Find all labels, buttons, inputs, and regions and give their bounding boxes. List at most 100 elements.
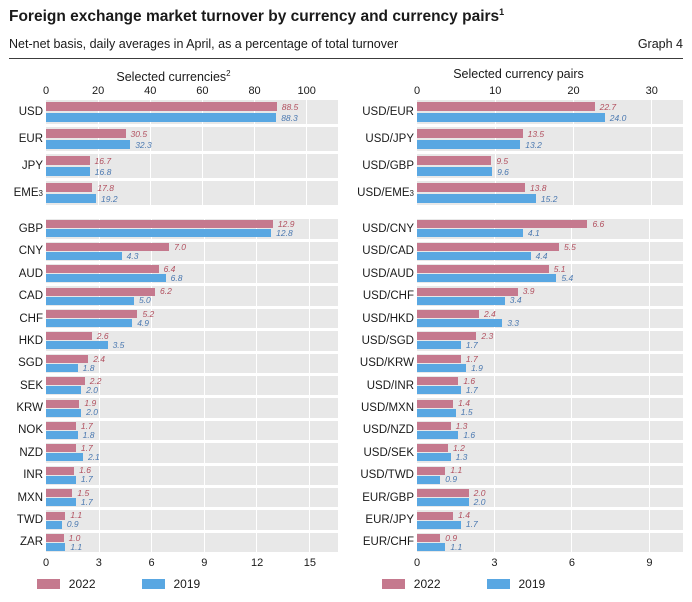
bar-line-2022: 13.5 xyxy=(417,129,683,139)
category-label: CHF xyxy=(19,312,43,325)
category-label: TWD xyxy=(16,514,43,527)
bar-band: 16.7 16.8 xyxy=(46,154,338,179)
bar-line-2019: 24.0 xyxy=(417,113,683,123)
category-label: USD/MXN xyxy=(360,402,414,415)
category-label: NOK xyxy=(18,424,43,437)
bar-band: 1.3 1.6 xyxy=(417,420,683,441)
bar-2022-NZD xyxy=(46,444,76,453)
bar-row-SEK: SEK 2.2 2.0 xyxy=(9,374,338,396)
bar-line-2022: 16.7 xyxy=(46,156,338,166)
bar-row-USD-NZD: USD/NZD 1.3 1.6 xyxy=(354,419,683,441)
bar-line-2022: 6.4 xyxy=(46,265,338,274)
x-axis-bottom: 0 3 6 9 xyxy=(414,554,683,569)
value-label-2019: 2.1 xyxy=(87,452,100,463)
bar-line-2022: 1.4 xyxy=(417,399,683,408)
value-label-2019: 2.0 xyxy=(86,407,98,418)
bar-line-2022: 2.2 xyxy=(46,377,338,386)
bar-row-CNY: CNY 7.0 4.3 xyxy=(9,240,338,262)
bar-line-2022: 1.9 xyxy=(46,399,338,408)
bar-2022-NOK xyxy=(46,421,76,430)
bar-2019-USD-CAD xyxy=(417,251,531,260)
bar-line-2022: 1.7 xyxy=(46,444,338,453)
bar-band: 2.0 2.0 xyxy=(417,487,683,508)
value-label-2022: 3.9 xyxy=(522,286,535,297)
bar-line-2019: 1.7 xyxy=(46,475,338,484)
value-label-2022: 1.1 xyxy=(450,465,463,476)
bar-band: 1.5 1.7 xyxy=(46,487,338,508)
bar-row-USD-INR: USD/INR 1.6 1.7 xyxy=(354,374,683,396)
x-axis-top: 0 20 40 60 80 100 xyxy=(43,84,338,99)
bar-row-USD-CAD: USD/CAD 5.5 4.4 xyxy=(354,240,683,262)
bar-line-2022: 3.9 xyxy=(417,286,683,297)
legend-swatch-2019 xyxy=(486,578,510,589)
bar-line-2022: 1.4 xyxy=(417,510,683,521)
value-label-2019: 0.9 xyxy=(66,519,79,530)
value-label-2019: 2.0 xyxy=(473,496,486,507)
value-label-2019: 1.5 xyxy=(460,407,473,418)
bar-row-EUR: EUR 30.5 32.3 xyxy=(9,126,338,153)
bar-row-USD-JPY: USD/JPY 13.5 13.2 xyxy=(354,126,683,153)
bar-2022-USD-SEK xyxy=(417,444,448,453)
bar-2019-AUD xyxy=(46,274,166,283)
bar-line-2022: 2.6 xyxy=(46,332,338,341)
bar-line-2022: 2.0 xyxy=(417,489,683,498)
bar-2019-TWD xyxy=(46,520,62,529)
category-label: EME 3 xyxy=(13,187,43,200)
value-label-2022: 1.4 xyxy=(458,510,470,521)
bar-band: 13.5 13.2 xyxy=(417,127,683,152)
bar-row-EUR-CHF: EUR/CHF 0.9 1.1 xyxy=(354,531,683,553)
bar-row-USD-TWD: USD/TWD 1.1 0.9 xyxy=(354,464,683,486)
value-label-2019: 3.3 xyxy=(507,317,520,328)
bar-row-USD-SGD: USD/SGD 2.3 1.7 xyxy=(354,330,683,352)
bar-2022-USD-CNY xyxy=(417,220,588,229)
bar-line-2022: 22.7 xyxy=(417,102,683,112)
bar-row-HKD: HKD 2.6 3.5 xyxy=(9,330,338,352)
bar-line-2022: 2.4 xyxy=(417,310,683,318)
bar-2022-EUR-GBP xyxy=(417,489,469,498)
category-label: JPY xyxy=(21,160,43,173)
bar-band: 2.2 2.0 xyxy=(46,375,338,396)
subtitle: Net-net basis, daily averages in April, … xyxy=(9,36,399,51)
value-label-2022: 1.2 xyxy=(452,443,465,454)
bar-line-2019: 3.5 xyxy=(46,341,338,350)
bar-line-2019: 1.5 xyxy=(417,407,683,418)
bar-2019-GBP xyxy=(46,229,272,238)
value-label-2022: 1.1 xyxy=(70,510,83,521)
value-label-2022: 5.2 xyxy=(142,308,155,319)
bar-band: 2.4 3.3 xyxy=(417,308,683,329)
bar-line-2022: 1.6 xyxy=(417,377,683,386)
bar-2022-USD-EUR xyxy=(417,102,595,112)
value-label-2022: 6.2 xyxy=(160,286,172,297)
bar-line-2019: 15.2 xyxy=(417,193,683,204)
plot-area: USD/CNY 6.6 4.1 USD/CAD 5.5 4.4 USD/AUD 5.1 5.4 U… xyxy=(354,218,683,554)
bar-2022-JPY xyxy=(46,156,90,166)
bar-line-2019: 1.9 xyxy=(417,364,683,372)
value-label-2019: 3.4 xyxy=(509,295,522,306)
value-label-2019: 6.8 xyxy=(170,272,183,283)
bar-2022-USD-INR xyxy=(417,377,459,386)
plot-area: USD/EUR 22.7 24.0 USD/JPY 13.5 13.2 USD/GBP 9.5… xyxy=(354,99,683,207)
bar-line-2019: 9.6 xyxy=(417,167,683,177)
bar-line-2022: 7.0 xyxy=(46,243,338,251)
category-label: USD/JPY xyxy=(365,133,414,146)
bar-2022-USD-KRW xyxy=(417,354,461,363)
footnote-marker: 3 xyxy=(38,188,43,198)
category-label: USD/HKD xyxy=(362,312,414,325)
category-label: AUD xyxy=(18,267,43,280)
bar-line-2019: 4.1 xyxy=(417,229,683,238)
value-label-2019: 1.1 xyxy=(70,541,83,552)
bar-band: 1.4 1.5 xyxy=(417,398,683,418)
bar-row-GBP: GBP 12.9 12.8 xyxy=(9,218,338,240)
bar-2019-EUR xyxy=(46,140,131,150)
page-title: Foreign exchange market turnover by curr… xyxy=(9,7,683,27)
bar-line-2022: 6.2 xyxy=(46,286,338,297)
value-label-2022: 1.5 xyxy=(77,487,90,498)
bar-line-2022: 1.2 xyxy=(417,443,683,454)
bar-band: 5.5 4.4 xyxy=(417,241,683,262)
bar-line-2019: 6.8 xyxy=(46,272,338,283)
value-label-2019: 15.2 xyxy=(540,193,558,204)
bar-line-2019: 4.4 xyxy=(417,252,683,260)
category-label: KRW xyxy=(16,402,43,415)
axis-tick-label: 20 xyxy=(567,84,580,97)
